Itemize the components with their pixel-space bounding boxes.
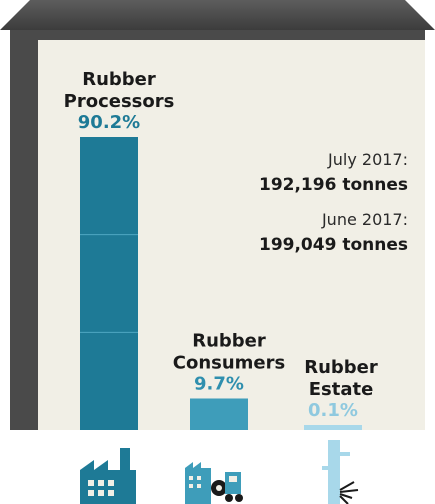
bar-rubber-consumers: [190, 398, 248, 430]
frame-top-bar: [0, 0, 435, 30]
value-label-0: 90.2%: [78, 112, 140, 133]
value-label-2: 0.1%: [308, 400, 358, 421]
bar-rubber-processors: [80, 137, 138, 430]
frame-top-right-bevel: [405, 0, 435, 30]
rubber-tree-icon: [322, 440, 359, 504]
annotation-june-title: June 2017:: [321, 210, 408, 229]
category-label-0-line-1: Processors: [64, 91, 175, 112]
annotation-july: July 2017: 192,196 tonnes: [259, 150, 408, 195]
category-label-0-line-0: Rubber: [82, 69, 156, 90]
factory-truck-icon: [185, 462, 243, 504]
category-label-1-line-1: Consumers: [173, 352, 285, 373]
category-label-2-line-1: Estate: [309, 379, 374, 400]
annotation-july-title: July 2017:: [327, 150, 408, 169]
bars-group: [80, 137, 362, 430]
annotation-june-value: 199,049 tonnes: [259, 235, 408, 255]
frame-top-left-bevel: [0, 0, 30, 30]
annotation-july-value: 192,196 tonnes: [259, 175, 408, 195]
category-label-1-line-0: Rubber: [192, 330, 266, 351]
value-label-1: 9.7%: [194, 373, 244, 394]
annotation-june: June 2017: 199,049 tonnes: [259, 210, 408, 255]
bar-rubber-estate: [304, 425, 362, 430]
category-label-2-line-0: Rubber: [304, 357, 378, 378]
factory-icon: [80, 448, 136, 504]
labels-group: 90.2%RubberProcessors9.7%RubberConsumers…: [64, 69, 378, 421]
